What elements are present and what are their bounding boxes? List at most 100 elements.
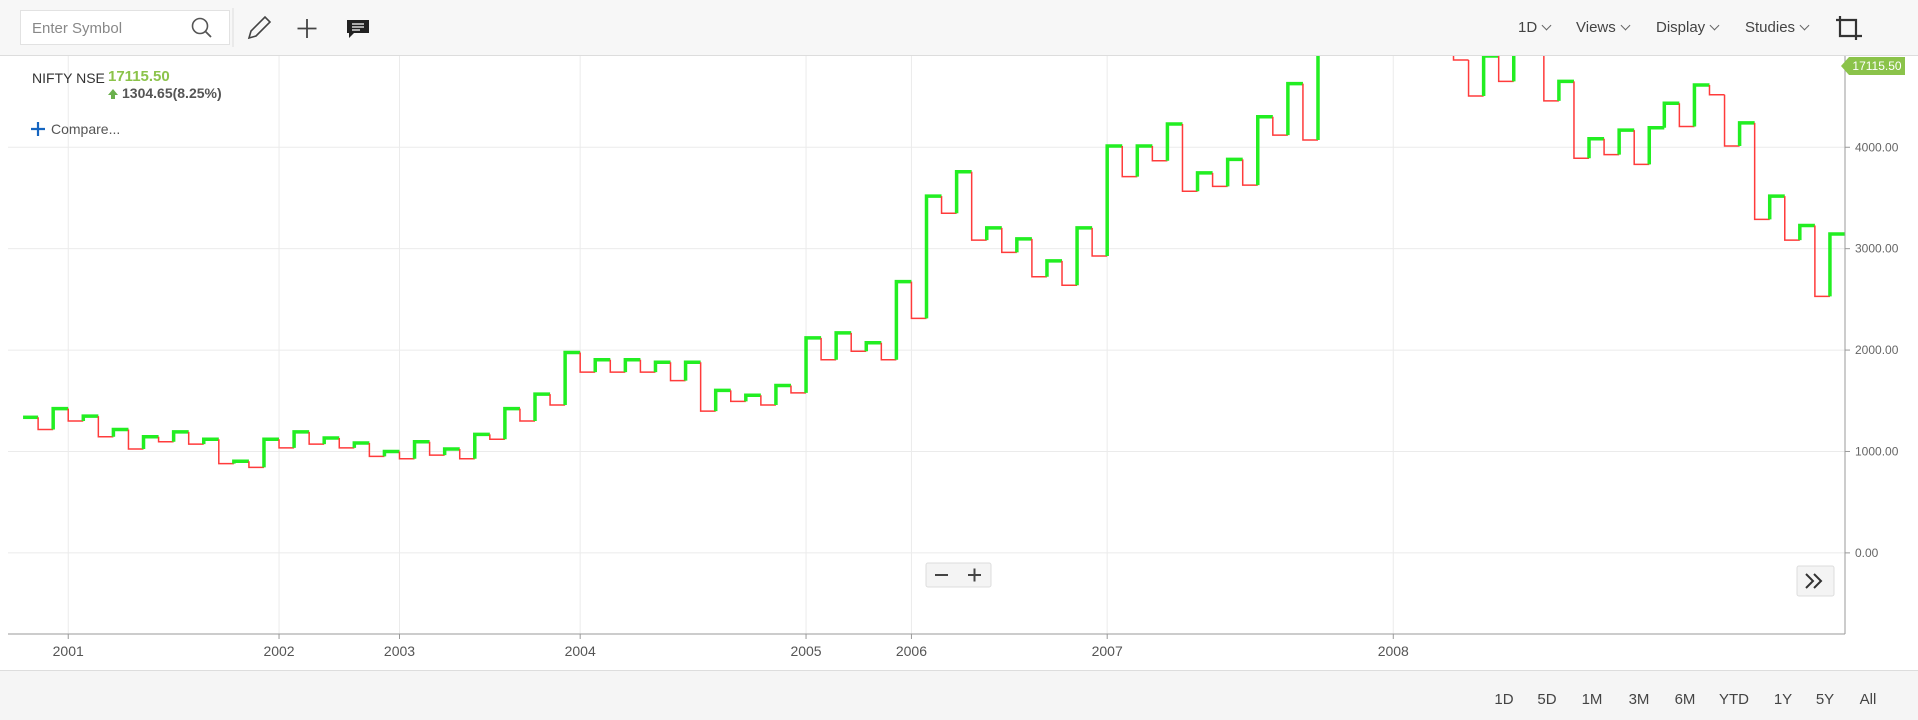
zoom-in[interactable] xyxy=(968,568,981,582)
scroll-end-button[interactable] xyxy=(1796,565,1835,597)
price-step xyxy=(428,441,445,456)
price-step xyxy=(352,441,370,448)
price-step xyxy=(1798,223,1815,241)
menu-studies[interactable]: Studies xyxy=(1745,19,1808,36)
price-step xyxy=(1647,125,1665,165)
price-step xyxy=(1165,122,1183,161)
price-step xyxy=(699,362,716,412)
price-step xyxy=(201,437,219,445)
price-series xyxy=(23,0,1845,469)
price-step xyxy=(1603,138,1620,156)
draw-icon[interactable] xyxy=(247,15,272,40)
price-step xyxy=(1511,56,1516,82)
price-step xyxy=(533,392,551,421)
price-step xyxy=(774,383,791,406)
range-button[interactable]: 5D xyxy=(1537,691,1557,708)
price-step xyxy=(730,390,746,403)
price-step xyxy=(1692,83,1710,127)
price-tag-text: 17115.50 xyxy=(1852,59,1901,73)
price-step xyxy=(864,341,882,352)
price-step xyxy=(1105,144,1123,256)
legend-symbol: NIFTY NSE xyxy=(32,70,105,86)
menu-display[interactable]: Display xyxy=(1656,19,1718,36)
price-step xyxy=(970,171,987,241)
price-step xyxy=(37,417,54,431)
price-step xyxy=(609,359,626,373)
price-step xyxy=(910,281,927,320)
price-step xyxy=(940,196,957,215)
price-step xyxy=(1001,227,1017,254)
crosshair-icon[interactable] xyxy=(297,19,317,38)
search-icon-handle xyxy=(204,30,212,38)
price-step xyxy=(1408,0,1423,15)
price-step xyxy=(834,331,852,360)
x-tick-label: 2005 xyxy=(790,643,821,659)
price-step xyxy=(1828,232,1845,297)
price-step xyxy=(1316,56,1320,140)
price-step xyxy=(713,388,731,412)
price-step xyxy=(1061,260,1078,287)
price-step xyxy=(1363,0,1378,32)
axes-labels: 0.00 1000.00 2000.00 3000.00 4000.00 2001 2002… xyxy=(53,140,1899,659)
y-tick-label: 4000.00 xyxy=(1855,140,1899,154)
x-tick-label: 2006 xyxy=(896,643,927,659)
x-tick-label: 2001 xyxy=(53,643,84,659)
range-button[interactable]: 1M xyxy=(1581,691,1603,708)
compare-plus[interactable] xyxy=(31,122,45,136)
price-step xyxy=(1543,56,1559,102)
price-step xyxy=(1015,237,1032,253)
range-button[interactable]: YTD xyxy=(1719,691,1749,708)
price-step xyxy=(790,385,807,394)
price-step xyxy=(1333,0,1348,13)
price-step xyxy=(368,442,385,458)
price-step xyxy=(1481,56,1499,96)
price-step xyxy=(954,169,972,214)
price-step xyxy=(1211,172,1228,188)
price-step xyxy=(1091,227,1108,257)
symbol-input[interactable]: Enter Symbol xyxy=(20,10,230,45)
y-tick-label: 0.00 xyxy=(1855,546,1879,560)
price-step xyxy=(519,408,536,422)
price-step xyxy=(248,461,264,469)
y-tick-label: 1000.00 xyxy=(1855,444,1899,458)
price-step xyxy=(880,342,897,361)
price-step xyxy=(1723,94,1740,147)
toolbar: Enter Symbol 1D Views Display Studies xyxy=(0,0,1918,56)
crop-icon[interactable] xyxy=(1834,14,1864,44)
price-step xyxy=(804,336,822,393)
price-step xyxy=(563,350,581,406)
range-button[interactable]: 1D xyxy=(1494,691,1514,708)
price-step xyxy=(820,337,837,361)
price-step xyxy=(458,449,475,460)
price-step xyxy=(187,431,204,445)
price-step xyxy=(398,451,415,460)
compare-link[interactable]: Compare... xyxy=(51,121,120,137)
price-step xyxy=(653,360,671,373)
range-button[interactable]: 5Y xyxy=(1815,691,1835,708)
search-icon[interactable] xyxy=(191,17,209,35)
price-step xyxy=(1753,122,1770,221)
price-step xyxy=(1438,0,1453,44)
grid xyxy=(8,56,1845,634)
menu-views[interactable]: Views xyxy=(1576,19,1629,36)
price-step xyxy=(1573,81,1590,159)
legend-change: 1304.65(8.25%) xyxy=(122,85,222,101)
x-tick-label: 2007 xyxy=(1092,643,1123,659)
menu-periodicity[interactable]: 1D xyxy=(1518,19,1550,36)
price-step xyxy=(579,352,596,373)
range-button[interactable]: 3M xyxy=(1628,691,1650,708)
range-button[interactable]: 6M xyxy=(1674,691,1696,708)
price-step xyxy=(338,437,355,449)
price-step xyxy=(1767,194,1785,220)
price-step xyxy=(1587,136,1605,159)
price-step xyxy=(308,431,325,445)
range-button[interactable]: 1Y xyxy=(1773,691,1793,708)
price-step xyxy=(549,394,566,406)
range-button[interactable]: All xyxy=(1859,691,1877,708)
price-step xyxy=(111,427,129,437)
price-step xyxy=(141,435,159,450)
price-step xyxy=(669,362,686,382)
price-step xyxy=(97,416,114,438)
chart: 0.00 1000.00 2000.00 3000.00 4000.00 2001 2002… xyxy=(8,0,1905,659)
x-tick-label: 2003 xyxy=(384,643,415,659)
